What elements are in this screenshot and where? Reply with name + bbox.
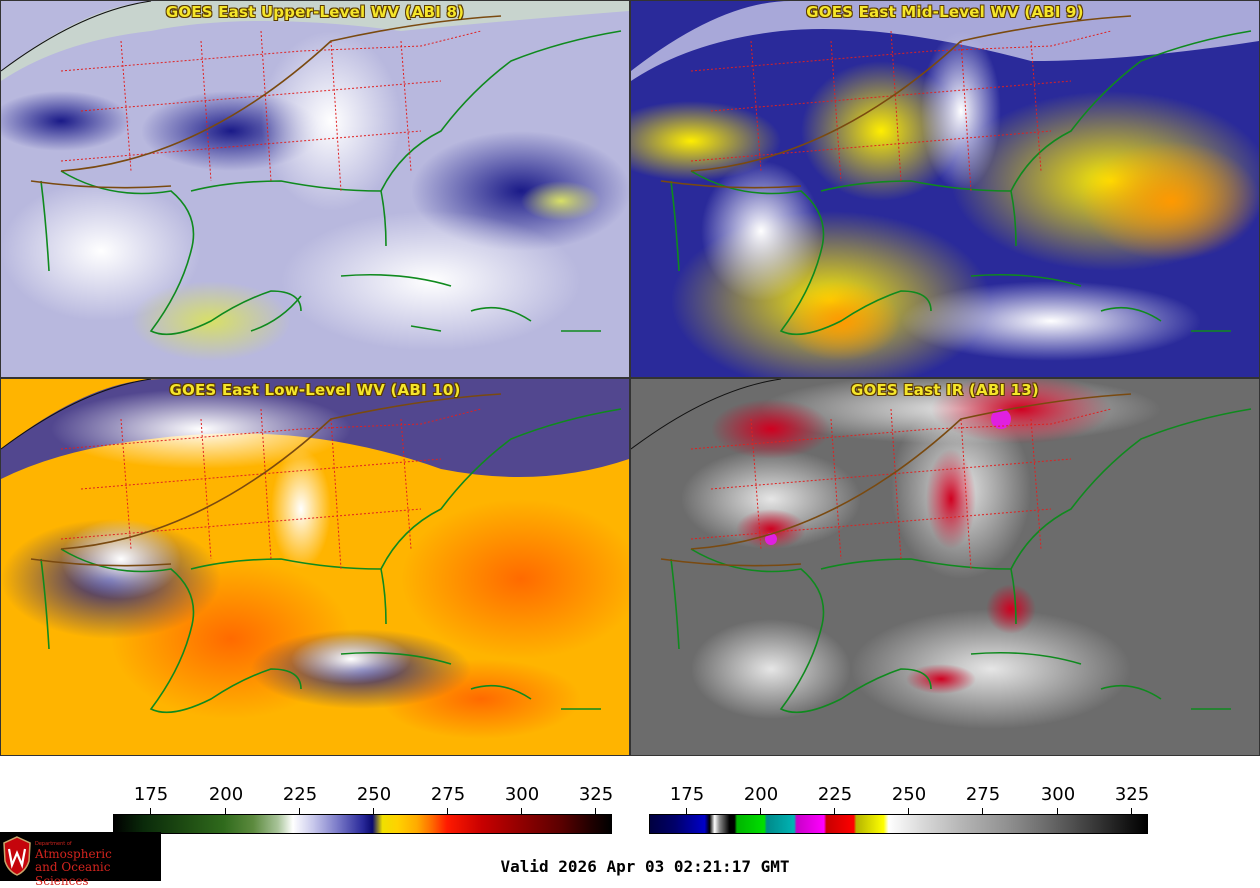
panel-upper-level-wv: GOES East Upper-Level WV (ABI 8) (0, 0, 630, 378)
ir-tick (908, 808, 909, 814)
panel-low-level-wv: GOES East Low-Level WV (ABI 10) (0, 378, 630, 756)
logo-text-line2: and Oceanic Sciences (35, 860, 111, 888)
wv-tick-label: 225 (282, 784, 318, 805)
wv-tick (150, 808, 151, 814)
wv-tick-label: 325 (578, 784, 614, 805)
wv-tick-label: 275 (430, 784, 466, 805)
ir-tick-label: 250 (891, 784, 927, 805)
wv-tick (521, 808, 522, 814)
wv-tick-label: 175 (133, 784, 169, 805)
wv-tick (595, 808, 596, 814)
wv-tick-label: 200 (208, 784, 244, 805)
low-level-wv-image (1, 379, 629, 755)
ir-tick-label: 200 (743, 784, 779, 805)
wv-tick (373, 808, 374, 814)
ir-tick-label: 225 (817, 784, 853, 805)
panel-title: GOES East Mid-Level WV (ABI 9) (806, 3, 1084, 21)
wv-tick (447, 808, 448, 814)
aos-logo[interactable]: Department of Atmospheric and Oceanic Sc… (0, 832, 161, 888)
wv-tick-label: 300 (504, 784, 540, 805)
wv-tick (299, 808, 300, 814)
ir-tick (834, 808, 835, 814)
ir-colorbar-strip (649, 814, 1148, 834)
valid-time: Valid 2026 Apr 03 02:21:17 GMT (500, 857, 790, 876)
wv-colorbar-strip (113, 814, 612, 834)
wv-tick-label: 250 (356, 784, 392, 805)
panel-mid-level-wv: GOES East Mid-Level WV (ABI 9) (630, 0, 1260, 378)
panel-title: GOES East IR (ABI 13) (850, 381, 1039, 399)
logo-department-text: Department of (35, 841, 72, 847)
ir-tick (1057, 808, 1058, 814)
ir-image (631, 379, 1259, 755)
panel-title: GOES East Upper-Level WV (ABI 8) (165, 3, 465, 21)
ir-tick (982, 808, 983, 814)
ir-tick-label: 325 (1114, 784, 1150, 805)
ir-tick-label: 300 (1040, 784, 1076, 805)
upper-level-wv-image (1, 1, 629, 377)
ir-tick-label: 275 (965, 784, 1001, 805)
ir-tick (686, 808, 687, 814)
ir-tick (760, 808, 761, 814)
uw-crest-icon (3, 836, 31, 876)
panel-title: GOES East Low-Level WV (ABI 10) (169, 381, 461, 399)
ir-tick-label: 175 (669, 784, 705, 805)
ir-tick (1131, 808, 1132, 814)
mid-level-wv-image (631, 1, 1259, 377)
logo-text-line1: Atmospheric (35, 847, 112, 861)
panel-ir: GOES East IR (ABI 13) (630, 378, 1260, 756)
wv-tick (225, 808, 226, 814)
